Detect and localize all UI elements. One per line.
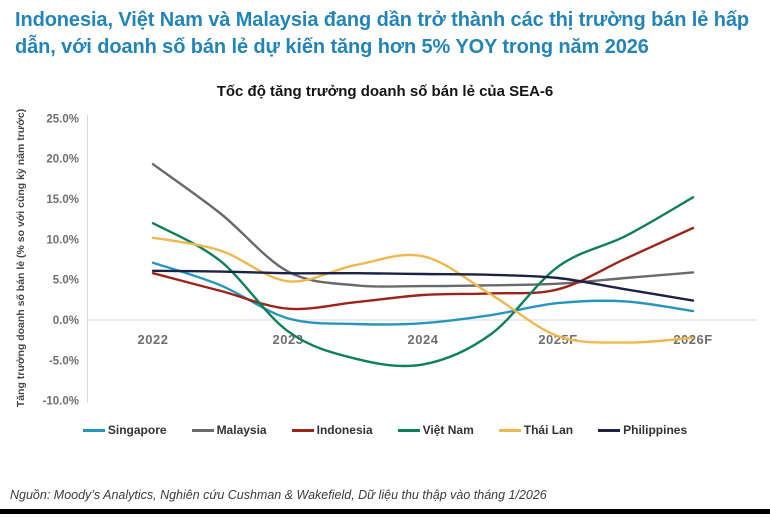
bottom-divider-bar: [0, 509, 770, 514]
chart-legend: Singapore Malaysia Indonesia Việt Nam Thái L…: [0, 422, 770, 438]
legend-swatch-malaysia: [191, 428, 214, 432]
legend-label: Singapore: [107, 423, 167, 437]
legend-swatch-indonesia: [291, 428, 314, 432]
legend-item-indonesia: Indonesia: [291, 423, 373, 437]
x-tick-label: 2026F: [673, 332, 712, 347]
y-tick-label: -5.0%: [49, 355, 79, 367]
legend-item-việt-nam: Việt Nam: [397, 423, 474, 437]
chart-title: Tốc độ tăng trưởng doanh số bán lẻ của S…: [216, 83, 554, 100]
legend-swatch-việt-nam: [397, 428, 420, 432]
x-tick-label: 2025F: [538, 332, 577, 347]
slide-headline: Indonesia, Việt Nam và Malaysia đang dần…: [15, 9, 750, 58]
legend-swatch-thái-lan: [498, 428, 521, 432]
legend-swatch-philippines: [598, 428, 621, 432]
y-tick-label: 0.0%: [53, 315, 79, 327]
legend-item-singapore: Singapore: [82, 423, 167, 437]
y-tick-label: 25.0%: [46, 113, 79, 125]
series-line-thái-lan: [151, 236, 695, 344]
series-line-việt-nam: [151, 196, 695, 368]
y-tick-label: 10.0%: [46, 234, 79, 246]
legend-item-thái-lan: Thái Lan: [498, 423, 574, 437]
legend-label: Indonesia: [316, 423, 373, 437]
y-tick-label: 15.0%: [46, 194, 79, 206]
legend-label: Thái Lan: [523, 423, 574, 437]
y-tick-label: 5.0%: [53, 275, 79, 287]
x-tick-label: 2022: [138, 332, 169, 347]
y-tick-label: 20.0%: [46, 154, 79, 166]
series-line-singapore: [151, 261, 695, 326]
legend-item-malaysia: Malaysia: [191, 423, 267, 437]
legend-label: Việt Nam: [422, 423, 474, 437]
y-tick-label: -10.0%: [43, 396, 79, 408]
series-line-indonesia: [151, 226, 695, 311]
legend-label: Malaysia: [216, 423, 267, 437]
series-line-malaysia: [151, 163, 695, 288]
legend-label: Philippines: [623, 423, 688, 437]
legend-item-philippines: Philippines: [598, 423, 687, 437]
legend-swatch-singapore: [82, 428, 105, 432]
x-tick-label: 2024: [408, 332, 439, 347]
series-line-philippines: [151, 269, 695, 302]
source-note: Nguồn: Moody’s Analytics, Nghiên cứu Cus…: [10, 488, 547, 502]
